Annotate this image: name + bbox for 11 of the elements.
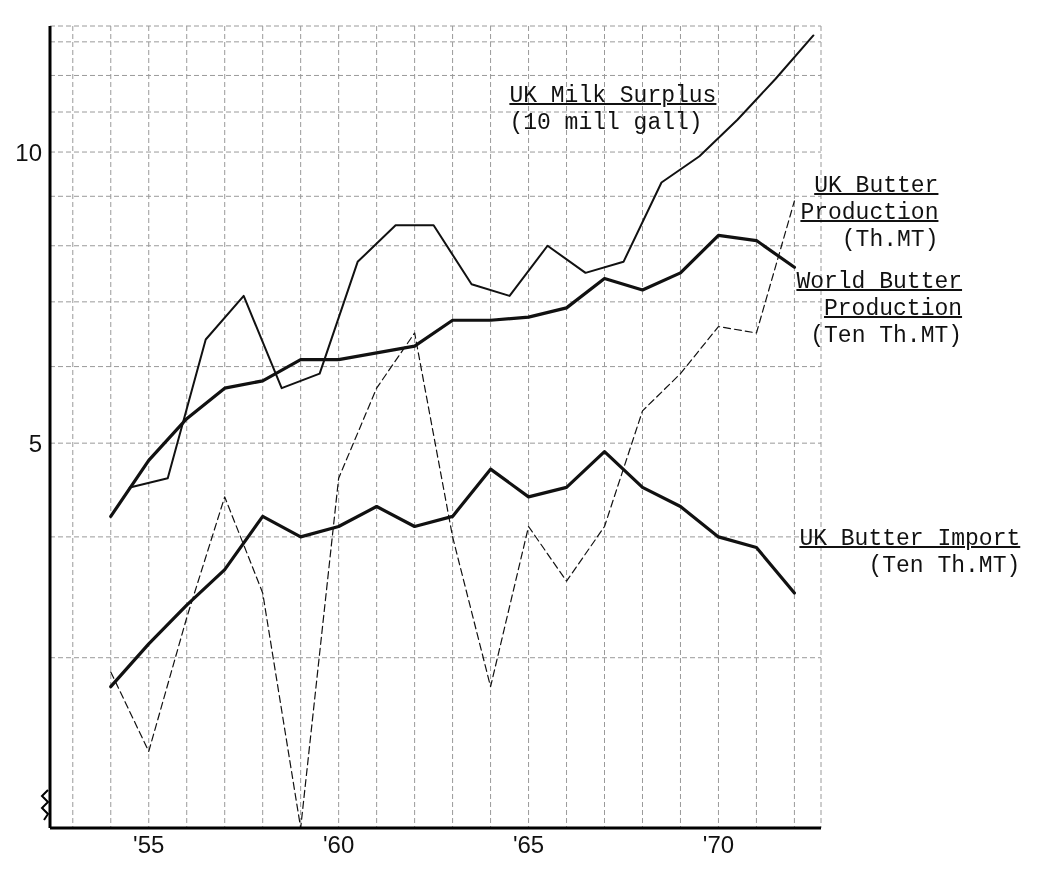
line-series [110, 200, 796, 828]
series-label: UK Milk Surplus (10 mill gall) [509, 83, 717, 138]
series-label: UK Butter Import (Ten Th.MT) [799, 525, 1021, 580]
series-label: World Butter Production (Ten Th.MT) [796, 269, 963, 351]
x-tick-label: '55 [133, 831, 165, 859]
x-tick-label: '70 [702, 831, 735, 859]
x-tick-label: '65 [512, 831, 545, 859]
series-label: UK Butter Production (Th.MT) [800, 172, 939, 254]
x-tick-label: '60 [323, 831, 355, 859]
y-tick-label: 10 [15, 138, 42, 166]
y-tick-label: 5 [28, 429, 42, 457]
